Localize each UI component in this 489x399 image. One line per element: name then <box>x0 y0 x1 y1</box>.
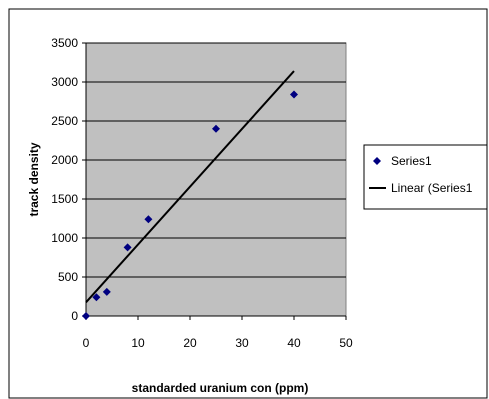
plot-area <box>85 42 347 317</box>
x-tick-label: 10 <box>131 336 145 350</box>
data-points <box>82 90 298 320</box>
x-tick-label: 0 <box>83 336 90 350</box>
x-tick-label: 20 <box>183 336 197 350</box>
axes <box>85 43 346 317</box>
y-tick-label: 2500 <box>51 114 78 128</box>
y-tick-label: 2000 <box>51 153 78 167</box>
y-axis-title: track density <box>27 142 41 216</box>
legend: Series1 Linear (Series1 <box>363 144 488 210</box>
y-tick-labels: 0 500 1000 1500 2000 2500 3000 3500 <box>51 36 78 323</box>
y-tick-label: 3500 <box>51 36 78 50</box>
legend-series1-marker <box>373 157 381 165</box>
trendline-group <box>85 70 295 304</box>
x-tick-label: 30 <box>235 336 249 350</box>
y-tick-label: 500 <box>58 270 78 284</box>
legend-series1-label: Series1 <box>391 154 432 168</box>
x-tick-label: 40 <box>287 336 301 350</box>
x-tick-labels: 0 10 20 30 40 50 <box>83 336 353 350</box>
data-point <box>212 124 220 133</box>
data-point <box>82 312 90 320</box>
data-point <box>102 287 111 296</box>
legend-box <box>363 144 488 210</box>
data-point <box>123 243 132 252</box>
data-point <box>144 215 153 224</box>
x-tick-label: 50 <box>339 336 353 350</box>
y-tick-label: 1000 <box>51 231 78 245</box>
data-point <box>290 90 298 99</box>
y-tick-label: 1500 <box>51 192 78 206</box>
grid-lines <box>82 42 347 320</box>
y-tick-label: 3000 <box>51 75 78 89</box>
legend-trendline-label: Linear (Series1 <box>391 181 473 195</box>
data-point <box>92 293 101 302</box>
y-tick-label: 0 <box>71 309 78 323</box>
trendline <box>85 70 295 304</box>
x-axis-title: standarded uranium con (ppm) <box>132 381 309 395</box>
